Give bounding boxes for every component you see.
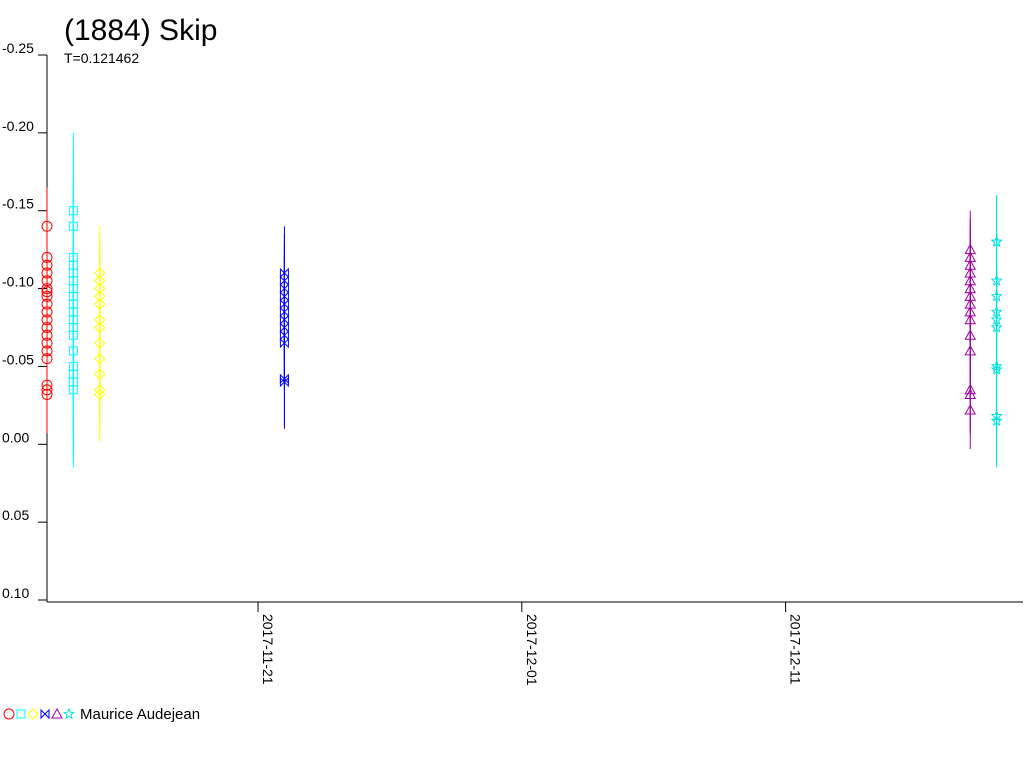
series [68, 132, 78, 468]
point [41, 384, 53, 396]
point [990, 363, 1003, 375]
point [964, 259, 977, 270]
point [41, 379, 53, 391]
point [94, 275, 106, 287]
point [94, 337, 106, 349]
point [41, 322, 53, 333]
point [990, 274, 1003, 286]
point [964, 388, 977, 399]
point [41, 314, 53, 326]
point [41, 306, 53, 318]
chart-title: (1884) Skip [64, 14, 217, 47]
point [279, 275, 289, 286]
point [964, 329, 977, 340]
point [68, 221, 78, 231]
y-tick-label: 0.10 [2, 585, 29, 601]
point [41, 298, 53, 310]
point [94, 298, 106, 310]
point [990, 321, 1003, 333]
point [964, 282, 977, 294]
legend-label: Maurice Audejean [80, 706, 200, 723]
point [41, 286, 53, 298]
point [990, 290, 1003, 302]
point [41, 259, 53, 271]
point [279, 291, 289, 302]
y-tick-label: -0.25 [2, 40, 34, 56]
point [41, 267, 53, 279]
y-tick-label: -0.20 [2, 118, 34, 134]
point [964, 403, 977, 415]
point [964, 290, 977, 301]
legend-marker [62, 707, 76, 720]
point [41, 388, 53, 400]
legend-marker [40, 708, 50, 720]
point [990, 410, 1003, 422]
legend-marker [3, 708, 15, 720]
series [41, 187, 53, 434]
y-tick-label: -0.05 [2, 351, 34, 367]
chart-subtitle: T=0.121462 [64, 50, 139, 66]
point [279, 314, 289, 325]
point [94, 290, 106, 303]
point [94, 282, 106, 295]
legend-marker [16, 709, 26, 719]
point [94, 314, 106, 326]
point [279, 322, 289, 333]
point [41, 283, 53, 295]
point [41, 275, 53, 287]
x-tick-label: 2017-12-11 [788, 614, 804, 685]
y-tick-label: -0.10 [2, 274, 34, 290]
series [990, 195, 1003, 468]
series [964, 210, 977, 449]
legend-marker [51, 707, 63, 719]
series [94, 226, 106, 442]
point [964, 313, 977, 325]
point [279, 298, 289, 310]
point [964, 251, 977, 262]
point [964, 243, 977, 255]
point [279, 267, 289, 279]
point [94, 321, 106, 334]
point [279, 376, 289, 388]
point [279, 306, 289, 318]
point [964, 266, 977, 278]
point [990, 235, 1003, 247]
point [964, 305, 977, 317]
point [964, 298, 977, 309]
point [964, 274, 977, 286]
series [279, 226, 289, 429]
point [94, 352, 106, 365]
y-tick-label: 0.00 [2, 429, 29, 445]
y-tick-label: 0.05 [2, 507, 29, 523]
point [68, 346, 78, 356]
point [990, 360, 1003, 372]
point [41, 353, 53, 365]
point [41, 290, 53, 302]
point [94, 267, 106, 279]
point [964, 383, 977, 395]
point [41, 337, 53, 349]
point [964, 344, 977, 356]
point [68, 206, 78, 216]
point [94, 388, 106, 401]
point [279, 330, 289, 341]
point [41, 329, 53, 341]
x-tick-label: 2017-11-21 [260, 614, 276, 685]
point [41, 251, 53, 263]
point [94, 368, 106, 380]
point [68, 330, 78, 340]
point [94, 384, 106, 396]
point [68, 385, 78, 395]
x-tick-label: 2017-12-01 [524, 614, 540, 686]
point [279, 337, 289, 349]
point [990, 414, 1003, 427]
point [41, 345, 53, 357]
legend-marker [27, 708, 39, 720]
y-tick-label: -0.15 [2, 196, 34, 212]
point [279, 283, 289, 294]
point [41, 220, 53, 232]
